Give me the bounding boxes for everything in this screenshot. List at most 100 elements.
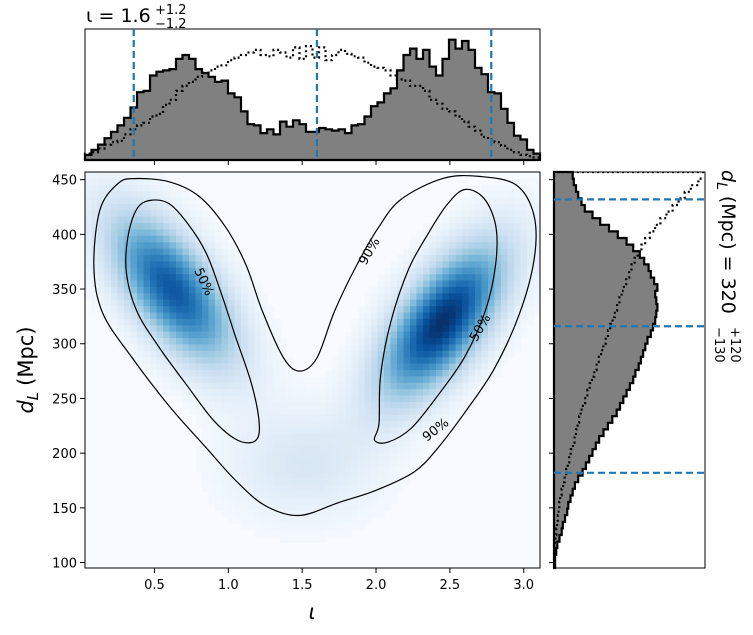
heatmap-cell	[267, 408, 274, 415]
heatmap-cell	[150, 319, 157, 326]
heatmap-cell	[261, 427, 268, 434]
heatmap-cell	[475, 204, 482, 211]
heatmap-cell	[410, 332, 417, 339]
heatmap-cell	[443, 376, 450, 383]
heatmap-cell	[228, 415, 235, 422]
heatmap-cell	[124, 210, 131, 217]
heatmap-cell	[215, 504, 222, 511]
heatmap-cell	[222, 408, 229, 415]
heatmap-cell	[482, 185, 489, 192]
heatmap-cell	[384, 498, 391, 505]
heatmap-cell	[131, 287, 138, 294]
heatmap-cell	[384, 434, 391, 441]
heatmap-cell	[501, 191, 508, 198]
heatmap-cell	[508, 255, 515, 262]
heatmap-cell	[449, 357, 456, 364]
heatmap-cell	[183, 319, 190, 326]
heatmap-cell	[443, 389, 450, 396]
heatmap-cell	[183, 249, 190, 256]
heatmap-cell	[462, 281, 469, 288]
heatmap-cell	[488, 300, 495, 307]
heatmap-cell	[527, 229, 534, 236]
heatmap-cell	[137, 351, 144, 358]
heatmap-cell	[436, 364, 443, 371]
heatmap-cell	[482, 357, 489, 364]
heatmap-cell	[189, 236, 196, 243]
heatmap-cell	[235, 376, 242, 383]
heatmap-cell	[306, 389, 313, 396]
heatmap-cell	[495, 185, 502, 192]
heatmap-cell	[456, 332, 463, 339]
heatmap-cell	[176, 364, 183, 371]
heatmap-cell	[287, 472, 294, 479]
heatmap-cell	[319, 459, 326, 466]
heatmap-cell	[358, 479, 365, 486]
heatmap-cell	[261, 434, 268, 441]
heatmap-cell	[300, 530, 307, 537]
heatmap-cell	[319, 389, 326, 396]
heatmap-cell	[189, 293, 196, 300]
heatmap-cell	[241, 300, 248, 307]
heatmap-cell	[326, 383, 333, 390]
heatmap-cell	[306, 396, 313, 403]
heatmap-cell	[462, 293, 469, 300]
heatmap-cell	[261, 293, 268, 300]
heatmap-cell	[397, 313, 404, 320]
heatmap-cell	[423, 396, 430, 403]
heatmap-cell	[254, 427, 261, 434]
heatmap-cell	[254, 351, 261, 358]
heatmap-cell	[469, 287, 476, 294]
heatmap-cell	[384, 447, 391, 454]
heatmap-cell	[358, 466, 365, 473]
heatmap-cell	[430, 351, 437, 358]
heatmap-cell	[215, 313, 222, 320]
heatmap-cell	[397, 306, 404, 313]
heatmap-cell	[98, 172, 105, 179]
heatmap-cell	[293, 511, 300, 518]
heatmap-cell	[209, 383, 216, 390]
heatmap-cell	[85, 217, 92, 224]
heatmap-cell	[157, 287, 164, 294]
marginal-x-title-plus: +1.2	[155, 3, 187, 18]
heatmap-cell	[456, 236, 463, 243]
heatmap-cell	[137, 249, 144, 256]
heatmap-cell	[248, 364, 255, 371]
heatmap-cell	[254, 466, 261, 473]
heatmap-cell	[495, 319, 502, 326]
heatmap-cell	[410, 415, 417, 422]
heatmap-cell	[202, 389, 209, 396]
heatmap-cell	[449, 344, 456, 351]
heatmap-cell	[326, 453, 333, 460]
heatmap-cell	[456, 389, 463, 396]
heatmap-cell	[501, 249, 508, 256]
marginal-y-title-subscript: L	[713, 182, 729, 190]
heatmap-cell	[391, 357, 398, 364]
heatmap-cell	[209, 427, 216, 434]
heatmap-cell	[417, 325, 424, 332]
heatmap-cell	[378, 491, 385, 498]
heatmap-cell	[261, 415, 268, 422]
heatmap-cell	[488, 255, 495, 262]
heatmap-cell	[462, 383, 469, 390]
heatmap-cell	[456, 274, 463, 281]
heatmap-cell	[501, 287, 508, 294]
heatmap-cell	[176, 249, 183, 256]
heatmap-cell	[313, 408, 320, 415]
heatmap-cell	[469, 204, 476, 211]
heatmap-cell	[176, 255, 183, 262]
heatmap-cell	[157, 268, 164, 275]
heatmap-cell	[209, 236, 216, 243]
heatmap-cell	[118, 274, 125, 281]
heatmap-cell	[488, 236, 495, 243]
heatmap-cell	[319, 396, 326, 403]
heatmap-cell	[443, 364, 450, 371]
heatmap-cell	[241, 421, 248, 428]
heatmap-cell	[365, 325, 372, 332]
heatmap-cell	[371, 338, 378, 345]
heatmap-cell	[371, 504, 378, 511]
heatmap-cell	[358, 396, 365, 403]
heatmap-cell	[254, 325, 261, 332]
heatmap-cell	[241, 402, 248, 409]
heatmap-cell	[417, 268, 424, 275]
heatmap-cell	[488, 351, 495, 358]
